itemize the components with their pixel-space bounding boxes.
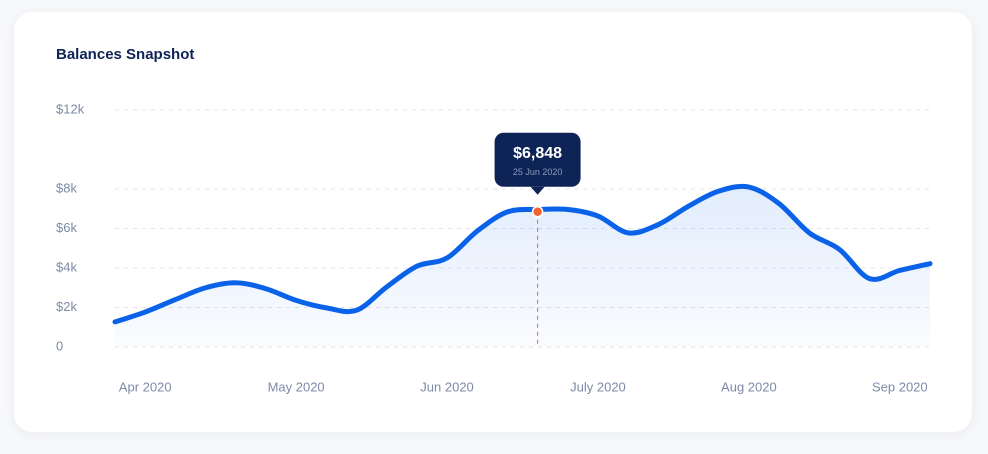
x-tick-label: Jun 2020 [420, 379, 474, 394]
y-tick-label: $2k [56, 299, 77, 314]
x-tick-label: Aug 2020 [721, 379, 777, 394]
chart-title: Balances Snapshot [56, 46, 194, 63]
tooltip-value: $6,848 [513, 145, 562, 162]
y-tick-label: 0 [56, 338, 63, 353]
tooltip-date: 25 Jun 2020 [513, 167, 563, 177]
x-tick-label: May 2020 [268, 379, 325, 394]
tooltip-point [531, 206, 544, 218]
x-tick-label: Apr 2020 [119, 379, 172, 394]
tooltip-arrow [530, 186, 545, 195]
tooltip-box [494, 132, 581, 187]
y-tick-label: $6k [56, 220, 77, 235]
y-tick-label: $4k [56, 259, 77, 274]
x-tick-label: Sep 2020 [872, 379, 928, 394]
line [112, 183, 933, 325]
y-tick-label: $12k [56, 101, 85, 116]
y-tick-label: $8k [56, 180, 77, 195]
x-tick-label: July 2020 [570, 379, 626, 394]
